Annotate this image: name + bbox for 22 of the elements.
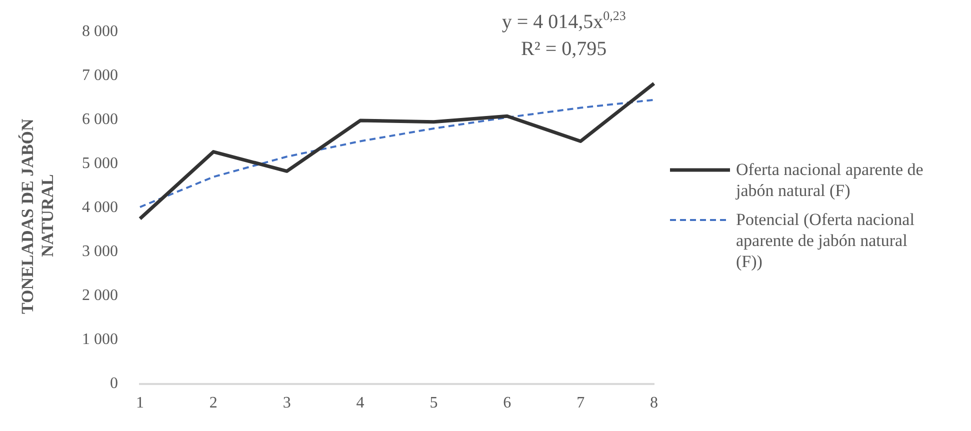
x-tick-label: 2 (209, 394, 218, 412)
x-tick-label: 3 (282, 394, 291, 412)
x-tick-label: 4 (356, 394, 364, 412)
y-axis-title: TONELADAS DE JABÓN NATURAL (18, 116, 58, 316)
y-tick-label: 1 000 (82, 330, 118, 348)
legend-label: Potencial (Oferta nacional aparente de jabón natural (F)) (736, 209, 916, 272)
line-series (139, 98, 655, 208)
annotation: R² = 0,795 (521, 38, 607, 60)
y-tick-label: 7 000 (82, 66, 118, 84)
y-tick-label: 5 000 (82, 154, 118, 172)
y-tick-label: 8 000 (82, 22, 118, 40)
x-tick-label: 8 (650, 394, 658, 412)
x-tick-label: 7 (576, 394, 585, 412)
y-tick-label: 0 (110, 375, 118, 392)
y-tick-label: 2 000 (82, 286, 118, 304)
y-tick-label: 6 000 (82, 110, 118, 128)
x-tick-label: 1 (136, 394, 144, 412)
y-tick-label: 4 000 (82, 198, 118, 216)
legend-label: Oferta nacional aparente de jabón natural (F) (736, 159, 924, 201)
y-tick-label: 3 000 (82, 242, 118, 260)
x-tick-label: 5 (430, 394, 438, 412)
x-tick-label: 6 (503, 394, 512, 412)
